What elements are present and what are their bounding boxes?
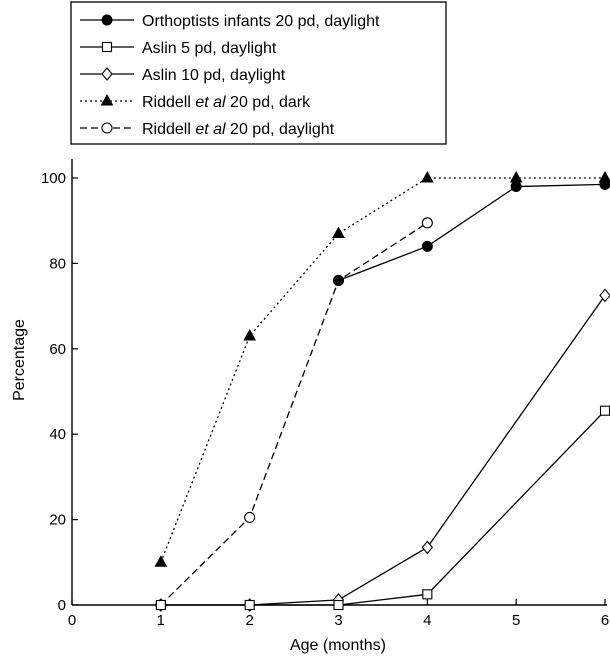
data-point	[421, 217, 433, 229]
data-point	[154, 555, 168, 567]
y-tick-label: 20	[49, 512, 66, 529]
x-axis-title: Age (months)	[290, 637, 386, 654]
legend-entry-part: Riddell	[142, 94, 195, 111]
series-line	[338, 183, 606, 282]
y-tick-label: 100	[41, 170, 66, 187]
y-axis-title: Percentage	[11, 319, 28, 401]
legend: Orthoptists infants 20 pd, daylight Aslin…	[70, 1, 447, 145]
data-point	[333, 599, 344, 611]
y-tick-label: 0	[58, 597, 66, 614]
data-point	[599, 405, 610, 416]
legend-marker	[101, 67, 113, 81]
legend-marker	[101, 122, 113, 134]
legend-entry-part: Riddell	[142, 121, 195, 138]
data-point	[155, 599, 166, 611]
legend-entry: Aslin 5 pd, daylight	[142, 40, 277, 57]
data-point	[421, 540, 434, 555]
x-tick-label: 4	[423, 612, 431, 629]
series-0	[333, 178, 610, 286]
legend-entry-part: Aslin 10 pd, daylight	[142, 67, 286, 84]
plot-area	[154, 170, 610, 612]
series-2	[155, 288, 610, 612]
legend-entry-part: et al	[195, 121, 226, 138]
data-point	[509, 170, 523, 183]
series-4	[155, 217, 433, 611]
y-tick-label: 60	[49, 341, 66, 358]
legend-entry: Riddell et al 20 pd, daylight	[142, 121, 335, 138]
series-line	[160, 177, 605, 563]
data-point	[244, 599, 255, 611]
legend-entry: Aslin 10 pd, daylight	[142, 67, 286, 84]
series-line	[160, 222, 428, 606]
legend-box	[70, 1, 447, 145]
legend-entry-part: 20 pd, dark	[226, 94, 312, 111]
x-tick-label: 1	[157, 612, 165, 629]
y-tick-label: 40	[49, 426, 66, 443]
y-tick-label: 80	[49, 255, 66, 272]
legend-entry-part: et al	[195, 94, 226, 111]
data-point	[244, 511, 256, 524]
legend-entry-part: Aslin 5 pd, daylight	[142, 40, 277, 57]
data-point	[332, 226, 345, 239]
series-line	[160, 295, 606, 606]
data-point	[243, 328, 257, 341]
data-point	[422, 589, 433, 600]
x-tick-label: 0	[68, 612, 76, 629]
data-point	[421, 240, 433, 252]
legend-entry-part: 20 pd, daylight	[226, 121, 335, 138]
data-point	[599, 178, 610, 190]
legend-marker	[101, 41, 113, 53]
x-tick-label: 2	[245, 612, 253, 629]
series-1	[155, 405, 610, 611]
data-point	[510, 181, 522, 193]
data-point	[333, 274, 344, 286]
legend-entry-part: Orthoptists infants 20 pd, daylight	[142, 13, 380, 30]
legend-entry: Riddell et al 20 pd, dark	[142, 94, 311, 111]
x-tick-label: 3	[334, 612, 342, 629]
x-tick-label: 6	[601, 612, 609, 629]
series-line	[160, 410, 606, 606]
legend-entry: Orthoptists infants 20 pd, daylight	[142, 13, 380, 30]
series-3	[154, 170, 610, 567]
legend-marker	[100, 93, 114, 106]
x-tick-label: 5	[512, 612, 520, 629]
legend-marker	[101, 14, 113, 26]
data-point	[420, 170, 434, 183]
y-ticks: 0 20 40 60 80 100	[41, 170, 78, 614]
data-point	[599, 288, 610, 303]
axes: 0 1 2 3 4 5 6 0 20 40 60 80 100 Age (months) Percen…	[11, 159, 609, 654]
